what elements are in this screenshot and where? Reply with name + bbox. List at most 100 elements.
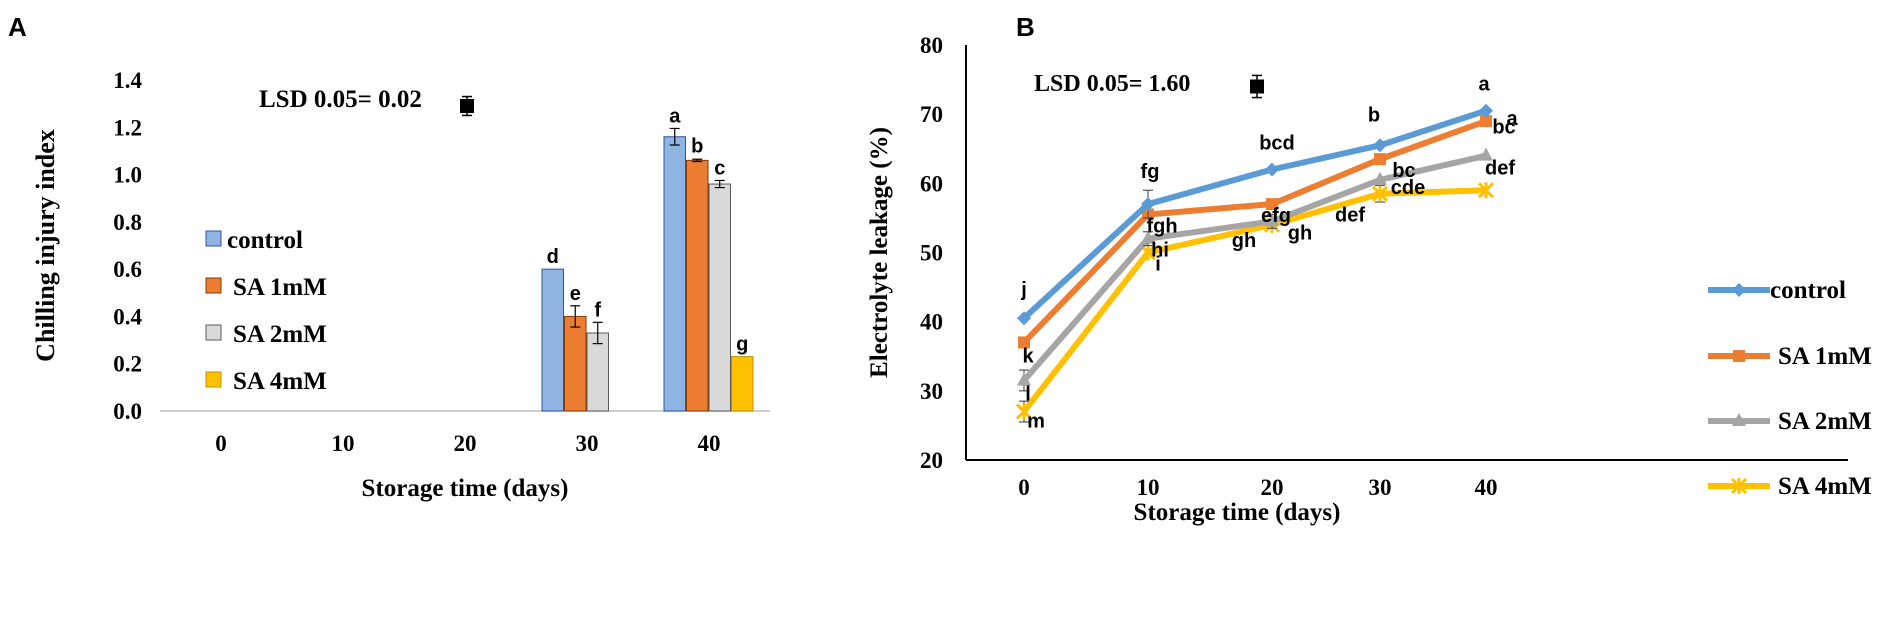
significance-letter: def <box>1485 157 1515 179</box>
significance-letter: fg <box>1141 161 1160 183</box>
y-tick-label: 60 <box>920 171 943 196</box>
x-tick-label: 10 <box>332 431 355 456</box>
y-axis-title: Electrolyte leakage (%) <box>866 127 893 378</box>
panel-b-letter: B <box>1016 12 1035 42</box>
x-tick-label: 40 <box>698 431 721 456</box>
significance-letter: d <box>547 246 559 268</box>
y-axis-title: Chilling injury index <box>31 129 60 362</box>
point-control <box>1373 138 1387 153</box>
significance-letter: efg <box>1261 205 1291 227</box>
significance-letter: bc <box>1492 117 1515 139</box>
lsd-annotation: LSD 0.05= 1.60 <box>1034 71 1190 97</box>
significance-letter: hi <box>1151 240 1169 262</box>
legend-marker-control <box>1732 283 1746 297</box>
x-tick-label: 0 <box>215 431 227 456</box>
point-sa-2mm <box>1373 171 1387 185</box>
y-tick-label: 0.6 <box>113 257 142 282</box>
significance-letter: g <box>736 334 748 356</box>
legend-label: SA 4mM <box>1778 473 1872 500</box>
point-control <box>1017 311 1031 326</box>
y-tick-label: 0.2 <box>113 352 142 377</box>
significance-letter: fgh <box>1146 215 1177 237</box>
point-sa-1mm <box>1480 115 1492 128</box>
lsd-marker <box>460 99 474 114</box>
legend-swatch <box>205 277 222 294</box>
bar-sa-2mm <box>708 183 731 412</box>
y-tick-label: 0.0 <box>113 399 142 424</box>
significance-letter: c <box>714 157 725 179</box>
point-sa-4mm <box>1015 403 1033 420</box>
y-tick-label: 1.0 <box>113 163 142 188</box>
significance-letter: b <box>1368 104 1380 126</box>
bar-sa-4mm <box>731 356 754 412</box>
significance-letter: a <box>1478 74 1490 96</box>
legend-label: control <box>227 227 303 254</box>
significance-letter: cde <box>1391 177 1425 199</box>
bar-sa-1mm <box>564 315 587 412</box>
x-tick-label: 10 <box>1137 475 1160 500</box>
point-sa-2mm <box>1265 213 1279 227</box>
significance-letter: k <box>1022 345 1034 367</box>
significance-letter: m <box>1027 411 1045 433</box>
point-control <box>1265 162 1279 177</box>
electrolyte-leakage-line-chart: 20 30 40 50 60 70 80 0 10 20 30 40 Storage time (day… <box>866 33 1872 526</box>
y-tick-label: 1.4 <box>113 68 142 93</box>
significance-letter: a <box>669 105 681 127</box>
significance-letter: f <box>594 299 601 321</box>
significance-letter: e <box>570 283 581 305</box>
x-axis-title: Storage time (days) <box>362 475 569 502</box>
x-tick-label: 20 <box>1261 475 1284 500</box>
point-control <box>1141 197 1155 212</box>
point-sa-1mm <box>1266 198 1278 211</box>
significance-letter: i <box>1155 254 1161 276</box>
significance-letter: bcd <box>1259 133 1295 155</box>
y-tick-label: 20 <box>920 448 943 473</box>
legend-label: SA 1mM <box>1778 343 1872 370</box>
legend-marker-sa-2mm <box>1732 413 1746 426</box>
x-axis-title: Storage time (days) <box>1134 499 1341 526</box>
y-tick-label: 80 <box>920 33 943 58</box>
y-tick-label: 30 <box>920 379 943 404</box>
legend-swatch <box>205 371 222 388</box>
chilling-injury-bar-chart: 0.0 0.2 0.4 0.6 0.8 1.0 1.2 1.4 0 10 20 30 40 Storage… <box>31 68 770 502</box>
legend-label: SA 4mM <box>233 368 327 395</box>
y-tick-label: 0.8 <box>113 210 142 235</box>
lsd-annotation: LSD 0.05= 0.02 <box>259 86 422 113</box>
lsd-marker <box>1250 79 1264 94</box>
point-sa-2mm <box>1017 372 1031 386</box>
x-tick-label: 20 <box>454 431 477 456</box>
legend-label: SA 2mM <box>1778 408 1872 435</box>
bar-control <box>663 136 686 412</box>
legend-swatch <box>205 230 222 247</box>
legend-marker-sa-1mm <box>1733 350 1745 362</box>
significance-letter: a <box>1506 108 1518 130</box>
bar-sa-1mm <box>686 159 709 412</box>
legend-label: control <box>1770 277 1846 304</box>
point-sa-4mm <box>1371 185 1389 202</box>
significance-letter: def <box>1335 205 1365 227</box>
x-tick-label: 30 <box>1369 475 1392 500</box>
legend-swatch <box>205 324 222 341</box>
significance-letter: b <box>691 135 703 157</box>
legend-label: SA 2mM <box>233 321 327 348</box>
legend-marker-sa-4mm <box>1730 477 1748 495</box>
y-tick-label: 0.4 <box>113 304 142 329</box>
point-sa-1mm <box>1018 336 1030 349</box>
point-sa-4mm <box>1477 182 1495 199</box>
series-line-control <box>1021 107 1487 321</box>
panel-a-letter: A <box>8 12 27 42</box>
y-tick-label: 40 <box>920 310 943 335</box>
significance-letter: j <box>1020 279 1027 301</box>
point-sa-2mm <box>1141 230 1155 244</box>
significance-letter: gh <box>1288 222 1312 244</box>
y-tick-label: 50 <box>920 241 943 266</box>
point-control <box>1479 103 1493 118</box>
significance-letter: gh <box>1232 230 1256 252</box>
point-sa-1mm <box>1374 153 1386 166</box>
bar-sa-2mm <box>586 332 609 412</box>
y-tick-label: 1.2 <box>113 115 142 140</box>
y-tick-label: 70 <box>920 102 943 127</box>
significance-letter: bc <box>1392 160 1415 182</box>
significance-letter: l <box>1025 383 1031 405</box>
